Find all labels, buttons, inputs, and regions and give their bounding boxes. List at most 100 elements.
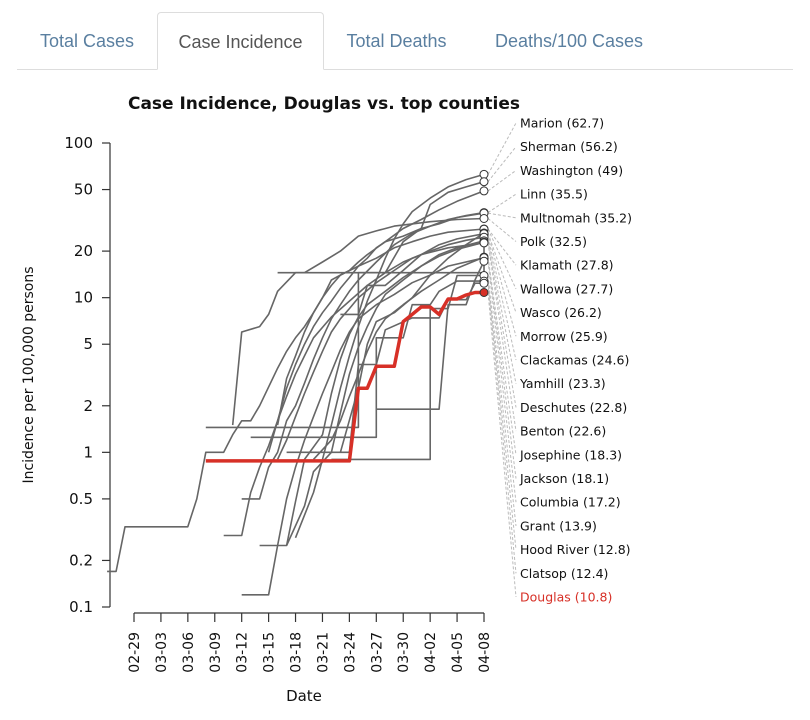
x-tick-label: 03-15 (262, 632, 278, 673)
tab-total-cases[interactable]: Total Cases (39, 31, 135, 51)
series-line-klamath (276, 228, 485, 426)
x-tick-label: 03-09 (208, 632, 224, 673)
series-line-clackamas (276, 236, 485, 460)
series-line-linn (241, 211, 485, 500)
leader-line-morrow (487, 233, 517, 337)
leader-line-linn (487, 193, 517, 213)
series-line-jackson (241, 257, 485, 596)
series-label-grant: Grant (13.9) (520, 518, 597, 533)
leader-line-clackamas (487, 237, 517, 361)
series-line-columbia (376, 260, 485, 411)
series-label-marion: Marion (62.7) (520, 116, 604, 131)
series-label-columbia: Columbia (17.2) (520, 495, 621, 510)
series-label-wasco: Wasco (26.2) (520, 305, 602, 320)
leader-line-washington (487, 169, 517, 192)
y-tick-label: 50 (74, 181, 93, 199)
series-label-jackson: Jackson (18.1) (519, 471, 609, 486)
series-label-clackamas: Clackamas (24.6) (520, 353, 629, 368)
series-line-hood-river (250, 280, 484, 439)
y-tick-label: 5 (83, 335, 93, 353)
incidence-chart: Case Incidence, Douglas vs. top counties… (21, 94, 632, 705)
x-tick-label: 03-24 (342, 632, 358, 673)
x-axis-label: Date (286, 687, 322, 705)
x-tick-label: 02-29 (127, 632, 143, 673)
series-line-washington (107, 190, 485, 573)
x-tick-label: 03-21 (315, 632, 331, 673)
leader-line-jackson (487, 257, 517, 479)
series-label-sherman: Sherman (56.2) (520, 139, 618, 154)
y-tick-label: 1 (83, 443, 93, 461)
leader-line-clatsop (487, 283, 517, 574)
end-marker-benton (479, 238, 489, 248)
x-tick-label: 03-18 (289, 632, 305, 673)
leader-line-polk (487, 218, 517, 242)
series-line-yamhill (285, 240, 485, 546)
series-line-douglas (205, 290, 484, 463)
y-ticks: 100 50 20 10 5 2 1 0.5 0.2 0.1 (64, 134, 110, 616)
end-marker-sherman (479, 177, 489, 187)
series-label-linn: Linn (35.5) (520, 187, 588, 202)
series-line-deschutes (259, 241, 485, 547)
series-label-benton: Benton (22.6) (520, 424, 606, 439)
series-line-josephine (312, 256, 485, 460)
x-tick-label: 03-27 (369, 632, 385, 673)
series-label-multnomah: Multnomah (35.2) (520, 210, 632, 225)
x-tick-label: 04-05 (450, 632, 466, 673)
x-tick-label: 03-03 (154, 632, 170, 673)
tab-deaths-per-100-cases[interactable]: Deaths/100 Cases (494, 31, 644, 51)
y-tick-label: 0.1 (69, 598, 93, 616)
leader-line-wasco (487, 232, 517, 313)
leader-lines (487, 122, 517, 598)
y-tick-label: 2 (83, 397, 93, 415)
tab-total-deaths[interactable]: Total Deaths (346, 31, 447, 51)
series-label-deschutes: Deschutes (22.8) (520, 400, 627, 415)
leader-line-multnomah (487, 212, 517, 219)
y-axis-label: Incidence per 100,000 persons (21, 266, 37, 483)
x-tick-label: 03-12 (235, 632, 251, 673)
series-line-multnomah (267, 212, 485, 453)
tab-bar: Total Cases Case Incidence Total Deaths … (17, 12, 793, 70)
y-tick-label: 0.5 (69, 490, 93, 508)
end-markers (479, 169, 489, 297)
series-label-wallowa: Wallowa (27.7) (520, 281, 613, 296)
series-label-klamath: Klamath (27.8) (520, 258, 614, 273)
y-tick-label: 10 (74, 289, 93, 307)
x-tick-label: 04-08 (477, 632, 493, 673)
leader-line-douglas (487, 292, 517, 598)
x-tick-label: 03-30 (396, 632, 412, 673)
x-tick-label: 04-02 (423, 632, 439, 673)
leader-line-klamath (487, 228, 517, 266)
leader-line-deschutes (487, 242, 517, 408)
y-tick-label: 0.2 (69, 551, 93, 569)
leader-line-columbia (487, 261, 517, 503)
series-label-washington: Washington (49) (520, 163, 623, 178)
series-label-douglas: Douglas (10.8) (520, 590, 612, 605)
series-label-josephine: Josephine (18.3) (519, 447, 622, 462)
end-marker-columbia (479, 256, 489, 266)
leader-line-yamhill (487, 240, 517, 384)
series-label-morrow: Morrow (25.9) (520, 329, 608, 344)
series-line-marion (294, 173, 485, 539)
series-line-polk (231, 217, 485, 426)
series-labels: Marion (62.7) Sherman (56.2) Washington (4… (519, 116, 632, 605)
leader-line-josephine (487, 257, 517, 455)
x-ticks: 02-29 03-03 03-06 03-09 03-12 03-15 03-18 03-21… (127, 613, 493, 673)
leader-line-benton (487, 242, 517, 432)
series-label-clatsop: Clatsop (12.4) (520, 566, 608, 581)
leader-line-wallowa (487, 229, 517, 290)
end-marker-polk (479, 213, 489, 223)
series-line-morrow (340, 232, 485, 316)
chart-title: Case Incidence, Douglas vs. top counties (128, 94, 520, 114)
tab-case-incidence[interactable]: Case Incidence (157, 12, 324, 70)
series-lines (107, 173, 485, 596)
leader-line-sherman (487, 146, 517, 183)
end-marker-washington (479, 186, 489, 196)
y-tick-label: 20 (74, 242, 93, 260)
end-marker-marion (479, 169, 489, 179)
leader-line-marion (487, 122, 517, 175)
series-label-yamhill: Yamhill (23.3) (519, 376, 606, 391)
end-marker-clatsop (479, 278, 489, 288)
x-tick-label: 03-06 (181, 632, 197, 673)
leader-line-grant (487, 275, 517, 526)
series-line-grant (331, 274, 484, 461)
